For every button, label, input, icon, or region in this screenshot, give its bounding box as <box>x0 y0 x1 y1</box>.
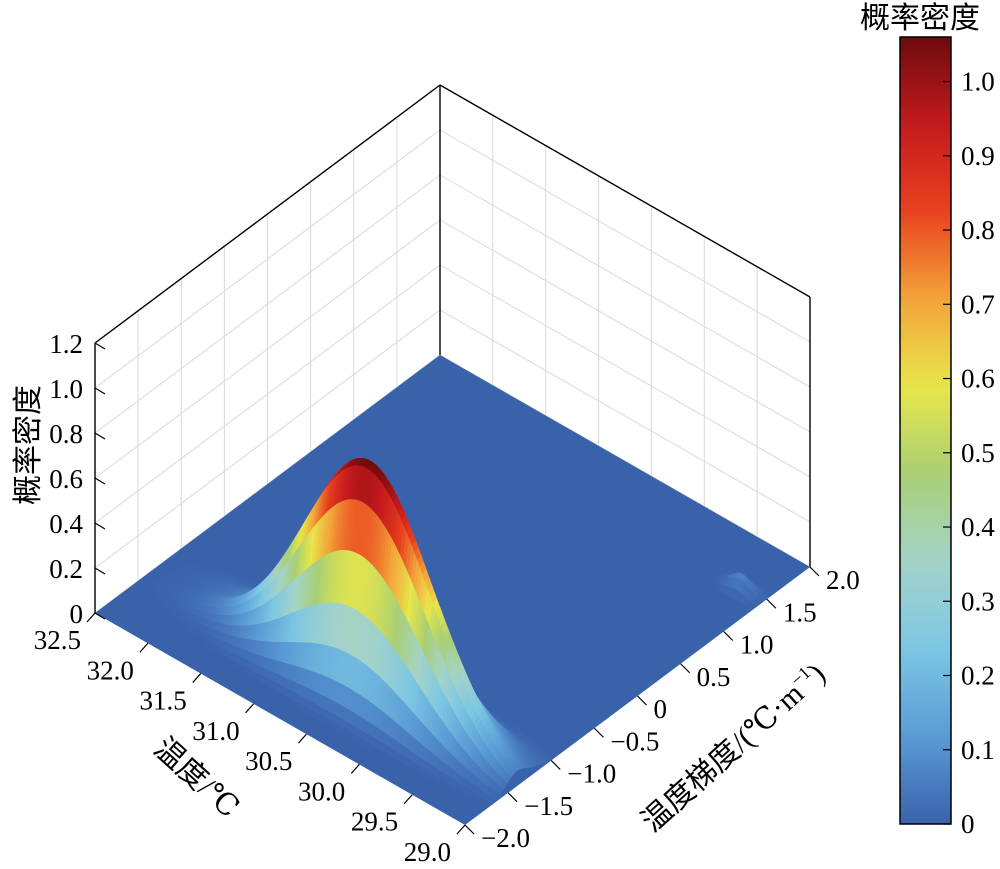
x-tick-mark <box>140 643 148 652</box>
z-tick-label: 0.4 <box>49 509 83 539</box>
colorbar-tick-label: 0.2 <box>961 661 995 691</box>
colorbar-tick-label: 0.7 <box>961 289 995 319</box>
y-tick-mark <box>724 632 733 641</box>
y-tick-label: 2.0 <box>826 565 860 595</box>
colorbar-tick-label: 0.6 <box>961 364 995 394</box>
y-tick-label: −1.0 <box>567 759 616 789</box>
y-tick-label: 1.0 <box>740 630 774 660</box>
colorbar-tick-label: 0.1 <box>961 735 995 765</box>
colorbar-tick-label: 0.4 <box>961 512 995 542</box>
x-tick-mark <box>404 795 412 804</box>
y-tick-mark <box>767 599 776 608</box>
colorbar: 0 0.1 0.2 0.3 0.4 0.5 0.6 0.7 0.8 0.9 1.0 概率密度 <box>860 2 995 839</box>
y-tick-mark <box>681 664 690 673</box>
z-tick-label: 0.2 <box>49 554 83 584</box>
x-tick-label: 30.0 <box>298 776 345 806</box>
y-tick-mark <box>594 728 603 737</box>
x-tick-mark <box>298 734 306 743</box>
x-tick-mark <box>246 704 254 713</box>
y-tick-label: 0 <box>654 694 668 724</box>
x-tick-label: 29.0 <box>404 837 451 864</box>
y-tick-label: −0.5 <box>610 726 659 756</box>
x-tick-label: 32.5 <box>34 625 81 655</box>
colorbar-tick-label: 0 <box>961 809 975 839</box>
z-tick-label: 1.2 <box>49 329 83 359</box>
colorbar-gradient <box>900 37 951 824</box>
x-tick-label: 29.5 <box>351 807 398 837</box>
z-axis-label: 概率密度 <box>12 385 45 505</box>
colorbar-tick-label: 0.9 <box>961 141 995 171</box>
y-tick-mark <box>508 793 517 802</box>
y-tick-label: 0.5 <box>697 662 731 692</box>
y-tick-mark <box>551 761 560 770</box>
x-tick-label: 32.0 <box>87 655 134 685</box>
y-axis-label: 温度梯度/(℃·m−1) <box>634 656 832 839</box>
colorbar-tick-label: 0.5 <box>961 438 995 468</box>
colorbar-tick-label: 0.3 <box>961 586 995 616</box>
z-tick-label: 1.0 <box>49 374 83 404</box>
x-tick-mark <box>193 674 201 683</box>
y-tick-label: −1.5 <box>524 791 573 821</box>
z-tick-label: 0.8 <box>49 419 83 449</box>
x-tick-mark <box>457 825 465 834</box>
x-tick-label: 31.0 <box>192 716 239 746</box>
colorbar-tick-label: 0.8 <box>961 215 995 245</box>
x-tick-label: 31.5 <box>139 686 186 716</box>
colorbar-title: 概率密度 <box>860 2 980 35</box>
z-tick-label: 0.6 <box>49 464 83 494</box>
x-tick-label: 30.5 <box>245 746 292 776</box>
y-tick-mark <box>638 696 647 705</box>
y-tick-mark <box>810 567 819 576</box>
colorbar-tick-label: 1.0 <box>961 67 995 97</box>
y-tick-label: −2.0 <box>481 823 530 853</box>
x-tick-mark <box>87 613 95 622</box>
x-tick-mark <box>351 764 359 773</box>
y-tick-mark <box>465 825 474 834</box>
y-tick-label: 1.5 <box>783 597 817 627</box>
